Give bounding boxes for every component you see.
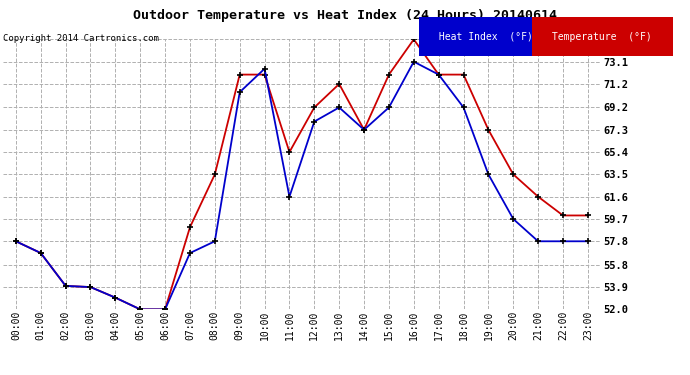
Text: Outdoor Temperature vs Heat Index (24 Hours) 20140614: Outdoor Temperature vs Heat Index (24 Ho…	[133, 9, 557, 22]
Text: Heat Index  (°F): Heat Index (°F)	[433, 32, 539, 42]
Text: Temperature  (°F): Temperature (°F)	[546, 32, 658, 42]
Text: Copyright 2014 Cartronics.com: Copyright 2014 Cartronics.com	[3, 34, 159, 43]
